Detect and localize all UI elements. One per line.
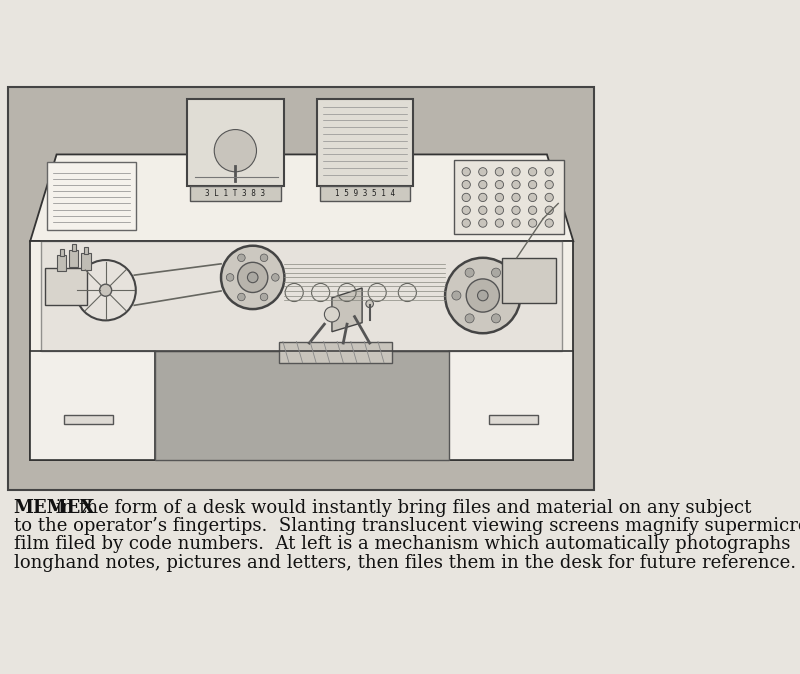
Bar bbox=[449, 350, 574, 460]
Bar bbox=[30, 350, 154, 460]
Bar bbox=[317, 99, 414, 186]
Text: 1 5 9 3 5 1 4: 1 5 9 3 5 1 4 bbox=[335, 189, 395, 198]
Circle shape bbox=[545, 181, 554, 189]
Circle shape bbox=[545, 168, 554, 176]
Text: longhand notes, pictures and letters, then files them in the desk for future ref: longhand notes, pictures and letters, th… bbox=[14, 553, 796, 572]
Bar bbox=[279, 342, 392, 363]
Polygon shape bbox=[332, 288, 362, 332]
Bar bbox=[82, 253, 90, 270]
Circle shape bbox=[226, 274, 234, 281]
Circle shape bbox=[512, 219, 520, 227]
Circle shape bbox=[512, 168, 520, 176]
Circle shape bbox=[495, 181, 503, 189]
Bar bbox=[64, 415, 113, 424]
Circle shape bbox=[512, 206, 520, 214]
Bar bbox=[502, 257, 556, 303]
Bar bbox=[489, 415, 538, 424]
Text: in the form of a desk would instantly bring files and material on any subject: in the form of a desk would instantly br… bbox=[50, 499, 751, 517]
Circle shape bbox=[465, 268, 474, 277]
Text: film filed by code numbers.  At left is a mechanism which automatically photogra: film filed by code numbers. At left is a… bbox=[14, 535, 790, 553]
Circle shape bbox=[462, 168, 470, 176]
Polygon shape bbox=[30, 154, 574, 241]
Circle shape bbox=[99, 284, 112, 297]
Circle shape bbox=[529, 206, 537, 214]
Circle shape bbox=[512, 181, 520, 189]
Bar bbox=[58, 255, 66, 272]
Circle shape bbox=[478, 219, 487, 227]
Circle shape bbox=[465, 314, 474, 323]
Circle shape bbox=[529, 193, 537, 202]
Circle shape bbox=[529, 219, 537, 227]
Circle shape bbox=[324, 307, 339, 322]
Circle shape bbox=[478, 193, 487, 202]
Text: 3 L 1 T 3 8 3: 3 L 1 T 3 8 3 bbox=[206, 189, 266, 198]
Bar bbox=[72, 244, 76, 251]
Circle shape bbox=[238, 293, 245, 301]
Circle shape bbox=[478, 290, 488, 301]
Bar bbox=[46, 268, 86, 305]
Circle shape bbox=[462, 181, 470, 189]
Circle shape bbox=[478, 168, 487, 176]
Circle shape bbox=[214, 129, 257, 172]
Circle shape bbox=[260, 293, 268, 301]
Bar bbox=[70, 250, 78, 267]
Circle shape bbox=[512, 193, 520, 202]
Circle shape bbox=[366, 300, 374, 307]
Circle shape bbox=[529, 168, 537, 176]
Bar bbox=[30, 241, 574, 460]
Circle shape bbox=[545, 193, 554, 202]
Circle shape bbox=[271, 274, 279, 281]
Bar bbox=[42, 241, 562, 350]
Circle shape bbox=[491, 268, 501, 277]
Circle shape bbox=[260, 254, 268, 262]
Bar bbox=[454, 160, 563, 234]
Circle shape bbox=[495, 168, 503, 176]
Bar bbox=[154, 350, 449, 460]
Circle shape bbox=[529, 181, 537, 189]
Text: to the operator’s fingertips.  Slanting translucent viewing screens magnify supe: to the operator’s fingertips. Slanting t… bbox=[14, 518, 800, 535]
Circle shape bbox=[545, 219, 554, 227]
Bar bbox=[320, 186, 410, 202]
Circle shape bbox=[452, 291, 461, 300]
Circle shape bbox=[495, 219, 503, 227]
Bar bbox=[84, 247, 88, 254]
Circle shape bbox=[478, 181, 487, 189]
Circle shape bbox=[545, 206, 554, 214]
Circle shape bbox=[491, 314, 501, 323]
Circle shape bbox=[466, 279, 499, 312]
Circle shape bbox=[221, 246, 285, 309]
Circle shape bbox=[505, 291, 514, 300]
Circle shape bbox=[495, 193, 503, 202]
Circle shape bbox=[495, 206, 503, 214]
Bar bbox=[190, 186, 281, 202]
Circle shape bbox=[462, 206, 470, 214]
Bar bbox=[7, 86, 594, 490]
Circle shape bbox=[445, 257, 521, 333]
Circle shape bbox=[238, 262, 268, 293]
Circle shape bbox=[247, 272, 258, 282]
Circle shape bbox=[462, 219, 470, 227]
Text: MEMEX: MEMEX bbox=[14, 499, 95, 517]
Bar bbox=[46, 162, 136, 230]
Circle shape bbox=[478, 206, 487, 214]
Bar bbox=[187, 99, 284, 186]
Circle shape bbox=[238, 254, 245, 262]
Circle shape bbox=[462, 193, 470, 202]
Bar bbox=[59, 249, 64, 255]
